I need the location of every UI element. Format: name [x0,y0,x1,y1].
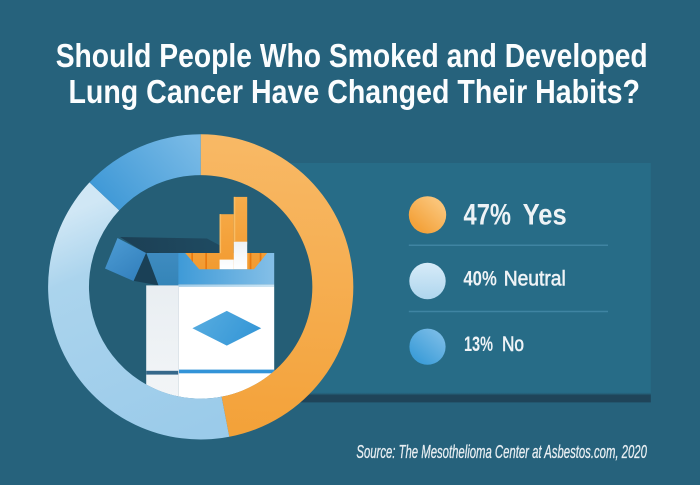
svg-text:Neutral: Neutral [504,268,566,291]
svg-text:13%: 13% [464,333,493,356]
svg-text:Source: The Mesothelioma Cente: Source: The Mesothelioma Center at Asbes… [356,442,647,462]
svg-text:40%: 40% [463,268,496,291]
svg-text:47%: 47% [464,199,512,232]
svg-text:Should People Who Smoked and D: Should People Who Smoked and Developed [56,37,648,74]
svg-text:Yes: Yes [523,199,567,232]
svg-text:Lung Cancer Have Changed Their: Lung Cancer Have Changed Their Habits? [68,73,640,110]
svg-text:No: No [502,333,524,356]
